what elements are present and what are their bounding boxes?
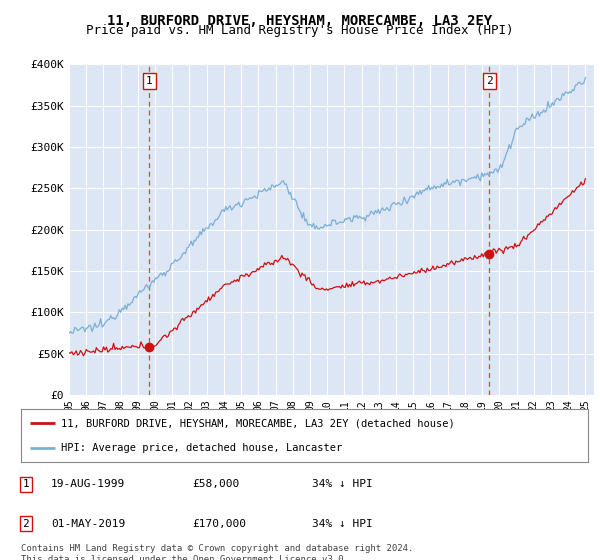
Text: £170,000: £170,000 [192,519,246,529]
Text: 11, BURFORD DRIVE, HEYSHAM, MORECAMBE, LA3 2EY: 11, BURFORD DRIVE, HEYSHAM, MORECAMBE, L… [107,14,493,28]
Text: 19-AUG-1999: 19-AUG-1999 [51,479,125,489]
Text: 2: 2 [486,76,493,86]
Text: 11, BURFORD DRIVE, HEYSHAM, MORECAMBE, LA3 2EY (detached house): 11, BURFORD DRIVE, HEYSHAM, MORECAMBE, L… [61,418,454,428]
Text: 01-MAY-2019: 01-MAY-2019 [51,519,125,529]
Text: Price paid vs. HM Land Registry's House Price Index (HPI): Price paid vs. HM Land Registry's House … [86,24,514,36]
Text: £58,000: £58,000 [192,479,239,489]
Text: Contains HM Land Registry data © Crown copyright and database right 2024.
This d: Contains HM Land Registry data © Crown c… [21,544,413,560]
Text: 1: 1 [146,76,153,86]
Text: HPI: Average price, detached house, Lancaster: HPI: Average price, detached house, Lanc… [61,442,342,452]
Text: 34% ↓ HPI: 34% ↓ HPI [312,519,373,529]
Text: 34% ↓ HPI: 34% ↓ HPI [312,479,373,489]
Text: 2: 2 [22,519,29,529]
Text: 1: 1 [22,479,29,489]
